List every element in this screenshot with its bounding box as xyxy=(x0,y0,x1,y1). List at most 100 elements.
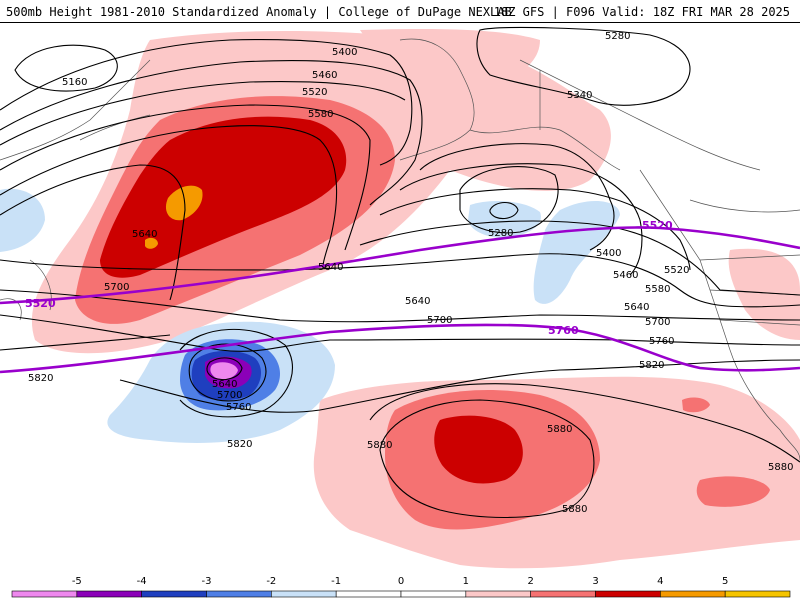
label-5700-low: 5700 xyxy=(217,390,242,401)
label-5640-right: 5640 xyxy=(624,302,649,313)
contour-5220-low xyxy=(489,201,519,220)
label-climo-5520-right: 5520 xyxy=(642,219,673,232)
climo-5520-line xyxy=(0,226,800,305)
contour-5820-north xyxy=(0,334,171,351)
legend-ticks: -5 -4 -3 -2 -1 0 1 2 3 4 5 xyxy=(72,576,729,587)
contour-5160 xyxy=(14,44,118,92)
label-5700-center: 5700 xyxy=(427,315,452,326)
anomaly-region-positive-2-east xyxy=(682,397,710,413)
legend-swatch xyxy=(465,590,531,598)
label-5400-right: 5400 xyxy=(596,248,621,259)
legend-tick-label: 2 xyxy=(527,576,533,587)
label-5880-right: 5880 xyxy=(768,462,793,473)
legend-swatch xyxy=(400,590,467,598)
map-panel: 5160 5400 5460 5520 5580 5640 5640 5700 … xyxy=(0,23,800,571)
legend-swatch xyxy=(141,590,207,598)
climo-5760-line xyxy=(0,323,800,374)
legend-bars xyxy=(11,590,791,598)
map-svg: 5160 5400 5460 5520 5580 5640 5640 5700 … xyxy=(0,23,800,571)
anomaly-region-positive-3-south xyxy=(434,415,523,484)
label-5760-low: 5760 xyxy=(226,402,251,413)
label-5400-top: 5400 xyxy=(332,47,357,58)
label-5700-left: 5700 xyxy=(104,282,129,293)
anomaly-region-negative-east xyxy=(533,200,620,304)
contour-labels: 5160 5400 5460 5520 5580 5640 5640 5700 … xyxy=(28,31,793,515)
anomaly-region-positive-4-small xyxy=(145,237,158,249)
legend-swatch xyxy=(724,590,791,598)
map-header: 500mb Height 1981-2010 Standardized Anom… xyxy=(0,0,800,23)
contour-5400-east xyxy=(419,143,615,251)
legend-tick-label: 3 xyxy=(592,576,598,587)
contour-5880-south xyxy=(369,383,800,463)
label-5460-top: 5460 xyxy=(312,70,337,81)
label-5280-top: 5280 xyxy=(605,31,630,42)
contour-5760-long xyxy=(0,314,800,352)
label-5820-low: 5820 xyxy=(227,439,252,450)
contour-5280-low xyxy=(459,166,559,234)
contour-5580-east xyxy=(359,220,800,296)
anomaly-region-positive-east xyxy=(728,248,800,340)
label-5520-top: 5520 xyxy=(302,87,327,98)
anomaly-region-negative-5-low xyxy=(210,362,238,380)
contour-5640-long xyxy=(0,253,800,308)
contour-5460-top xyxy=(0,60,423,206)
legend-swatch xyxy=(530,590,596,598)
legend-swatch xyxy=(271,590,337,598)
legend-tick-label: -3 xyxy=(202,576,212,587)
color-scale-legend: -5 -4 -3 -2 -1 0 1 2 3 4 5 xyxy=(0,571,800,600)
label-5580-right: 5580 xyxy=(645,284,670,295)
contour-5340 xyxy=(476,26,691,106)
contour-5880-ring xyxy=(379,399,595,519)
climatology-lines xyxy=(0,226,800,374)
contour-5400-top xyxy=(0,38,413,166)
label-5460-right: 5460 xyxy=(613,270,638,281)
label-5880-left: 5880 xyxy=(367,440,392,451)
legend-swatch xyxy=(11,590,78,598)
contour-5580-top xyxy=(0,104,371,251)
anomaly-region-positive-3-north xyxy=(100,116,347,278)
contour-low-5640 xyxy=(206,357,243,381)
anomaly-region-positive-2-southeast xyxy=(696,476,770,507)
contour-5700-ridge xyxy=(0,164,186,301)
label-5580-top: 5580 xyxy=(308,109,333,120)
label-5640-mid: 5640 xyxy=(318,262,343,273)
legend-swatch xyxy=(335,590,402,598)
climo-labels: 5520 5520 5760 xyxy=(25,219,673,337)
label-5700-right: 5700 xyxy=(645,317,670,328)
contour-5700-long xyxy=(0,289,800,323)
legend-tick-label: -5 xyxy=(72,576,82,587)
model-valid-time: 18Z GFS | F096 Valid: 18Z FRI MAR 28 202… xyxy=(493,5,790,19)
legend-tick-label: 5 xyxy=(722,576,728,587)
label-5820-left: 5820 xyxy=(28,373,53,384)
label-5640-left: 5640 xyxy=(132,229,157,240)
legend-svg: -5 -4 -3 -2 -1 0 1 2 3 4 5 xyxy=(11,576,791,598)
contour-5520-top xyxy=(0,81,406,146)
label-climo-5520-left: 5520 xyxy=(25,297,56,310)
legend-tick-label: -4 xyxy=(137,576,147,587)
label-5340: 5340 xyxy=(567,90,592,101)
label-5520-right: 5520 xyxy=(664,265,689,276)
contour-5520-east xyxy=(379,188,691,271)
label-5880-bot: 5880 xyxy=(562,504,587,515)
label-5280-low: 5280 xyxy=(488,228,513,239)
contour-low-5700 xyxy=(188,343,267,402)
map-title: 500mb Height 1981-2010 Standardized Anom… xyxy=(6,5,512,19)
anomaly-region-negative-west xyxy=(0,188,45,252)
label-5160: 5160 xyxy=(62,77,87,88)
height-contours xyxy=(0,26,800,519)
legend-swatch xyxy=(660,590,726,598)
label-5820-right: 5820 xyxy=(639,360,664,371)
label-5760-right: 5760 xyxy=(649,336,674,347)
legend-swatch xyxy=(595,590,661,598)
legend-tick-label: 1 xyxy=(463,576,469,587)
legend-swatch xyxy=(206,590,272,598)
legend-tick-label: 4 xyxy=(657,576,663,587)
contour-low-5760 xyxy=(179,328,293,418)
label-climo-5760: 5760 xyxy=(548,324,579,337)
contour-5640-ridge xyxy=(0,125,338,269)
legend-swatch xyxy=(76,590,142,598)
legend-tick-label: 0 xyxy=(398,576,404,587)
anomaly-region-negative-center xyxy=(468,200,541,238)
contour-5460-east xyxy=(399,163,643,276)
label-5640-center: 5640 xyxy=(405,296,430,307)
